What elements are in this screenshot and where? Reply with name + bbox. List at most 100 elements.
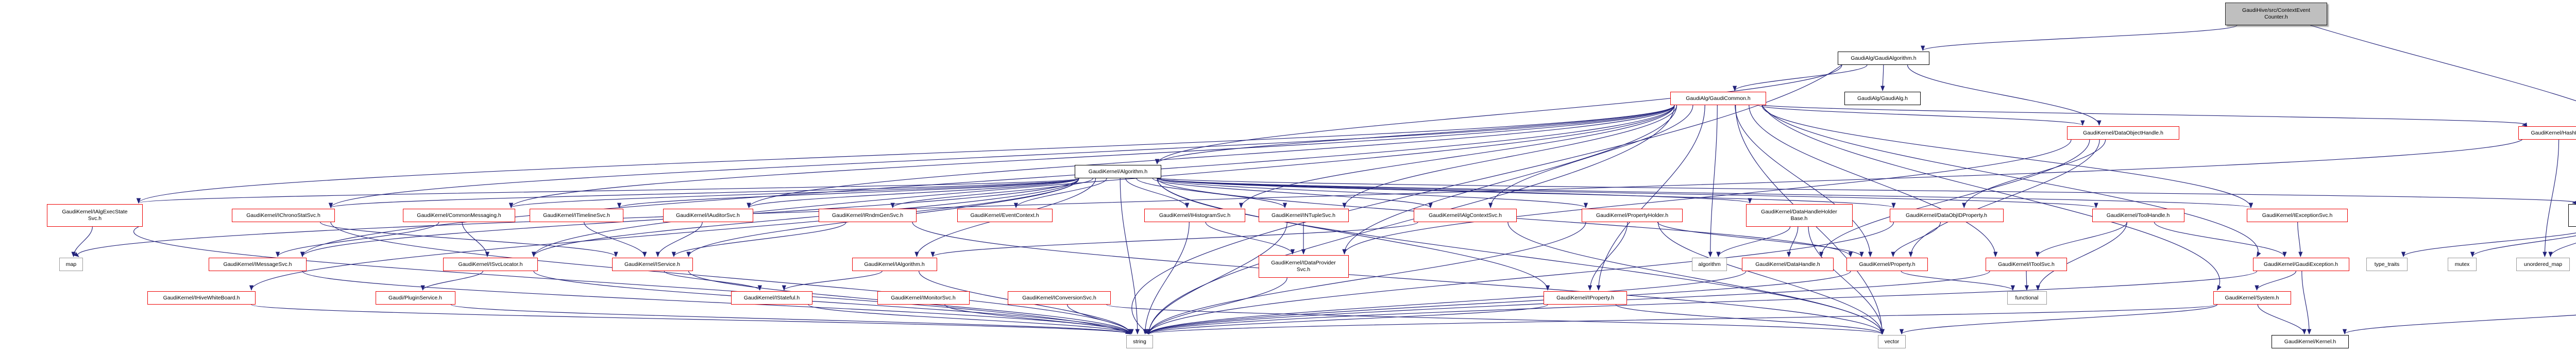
graph-node-imessagesvc[interactable]: GaudiKernel/IMessageSvc.h	[209, 258, 307, 271]
include-edge-algorithm_h-to-toolhandle	[1157, 178, 2098, 209]
graph-node-iconversionsvc[interactable]: GaudiKernel/IConversionSvc.h	[1008, 291, 1111, 305]
include-edge-datahandle-to-string	[1147, 271, 1747, 335]
include-edge-propertyholder-to-vector	[1657, 222, 1885, 335]
include-edge-gaudialgorithm-to-gaudicommon	[1733, 64, 1868, 92]
include-edge-gaudicommon-to-algorithm_h	[1155, 105, 1675, 165]
include-edge-ialgexecstatesvc-to-map	[71, 226, 93, 258]
include-edge-contextspecificptr-to-unordered_map	[2548, 243, 2576, 258]
include-edge-ichronostatsvc-to-string	[330, 222, 1132, 335]
graph-node-ialgcontextsvc[interactable]: GaudiKernel/IAlgContextSvc.h	[1414, 209, 1517, 222]
include-edge-ihistogramsvc-to-string	[1143, 222, 1190, 335]
graph-node-dataobjidproperty[interactable]: GaudiKernel/DataObjIDProperty.h	[1889, 209, 2004, 222]
graph-node-imonitorsvc[interactable]: GaudiKernel/IMonitorSvc.h	[877, 291, 970, 305]
include-edge-src-to-gaudialgorithm	[1921, 25, 2238, 52]
graph-node-eventcontext[interactable]: GaudiKernel/EventContext.h	[957, 209, 1053, 222]
graph-node-label: GaudiKernel/Property.h	[1859, 261, 1916, 267]
graph-node-iexceptionsvc[interactable]: GaudiKernel/IExceptionSvc.h	[2247, 209, 2348, 222]
graph-node-label: mutex	[2454, 261, 2470, 267]
graph-node-istateful[interactable]: GaudiKernel/IStateful.h	[731, 291, 812, 305]
graph-node-datahandle[interactable]: GaudiKernel/DataHandle.h	[1742, 258, 1834, 271]
include-edge-dataobjecthandle-to-dataobjidproperty	[1962, 139, 2106, 209]
graph-node-iproperty[interactable]: GaudiKernel/IProperty.h	[1544, 291, 1627, 305]
graph-node-dataobjecthandle[interactable]: GaudiKernel/DataObjectHandle.h	[2067, 126, 2179, 140]
graph-node-datahandleholderbase[interactable]: GaudiKernel/DataHandleHolder Base.h	[1745, 204, 1853, 227]
graph-node-gaudialgorithm[interactable]: GaudiAlg/GaudiAlgorithm.h	[1838, 52, 1929, 65]
graph-node-isvclocator[interactable]: GaudiKernel/ISvcLocator.h	[443, 258, 538, 271]
include-edge-irndmgensvc-to-vector	[912, 222, 1884, 335]
graph-node-idataprovidersvc[interactable]: GaudiKernel/IDataProvider Svc.h	[1258, 255, 1349, 278]
include-edge-iexceptionsvc-to-gaudiexception	[2297, 222, 2303, 258]
include-edge-ihivewhiteboard-to-string	[251, 304, 1132, 335]
graph-node-functional: functional	[2007, 291, 2047, 305]
include-edge-gaudicommon-to-ichronostatsvc	[329, 105, 1675, 209]
graph-node-ialgorithm[interactable]: GaudiKernel/IAlgorithm.h	[852, 258, 937, 271]
graph-node-label: Gaudi/PluginService.h	[388, 294, 442, 301]
graph-node-label: GaudiKernel/IChronoStatSvc.h	[246, 212, 320, 219]
include-edge-property-to-string	[1147, 271, 1851, 335]
graph-node-label: GaudiKernel/IToolSvc.h	[1998, 261, 2055, 267]
include-edge-istateful-to-string	[808, 304, 1132, 335]
graph-node-commonmessaging[interactable]: GaudiKernel/CommonMessaging.h	[403, 209, 515, 222]
graph-node-algorithm_h[interactable]: GaudiKernel/Algorithm.h	[1075, 165, 1161, 178]
graph-node-label: algorithm	[1698, 261, 1721, 267]
graph-node-itimelinesvc[interactable]: GaudiKernel/ITimelineSvc.h	[530, 209, 623, 222]
graph-node-gaudialg[interactable]: GaudiAlg/GaudiAlg.h	[1844, 92, 1921, 105]
graph-node-system[interactable]: GaudiKernel/System.h	[2213, 291, 2291, 305]
include-edge-itoolsvc-to-functional	[2024, 271, 2029, 291]
include-edge-dataobjecthandle-to-idataprovidersvc	[1342, 139, 2072, 255]
graph-node-gaudicommon[interactable]: GaudiAlg/GaudiCommon.h	[1670, 92, 1766, 105]
graph-node-iservice[interactable]: GaudiKernel/IService.h	[612, 258, 693, 271]
graph-node-label: GaudiKernel/IHiveWhiteBoard.h	[163, 294, 240, 301]
graph-node-gaudiexception[interactable]: GaudiKernel/GaudiException.h	[2252, 258, 2349, 271]
graph-node-kernel[interactable]: GaudiKernel/Kernel.h	[2272, 335, 2349, 348]
include-edge-gaudicommon-to-imessagesvc	[300, 105, 1675, 258]
graph-node-label: GaudiKernel/Algorithm.h	[1088, 168, 1148, 175]
graph-node-label: GaudiKernel/IDataProvider Svc.h	[1271, 260, 1336, 273]
graph-node-ichronostatsvc[interactable]: GaudiKernel/IChronoStatSvc.h	[232, 209, 335, 222]
graph-node-type_traits: type_traits	[2366, 258, 2408, 271]
include-edge-algorithm_h-to-ialgexecstatesvc	[137, 178, 1079, 204]
graph-node-label: GaudiKernel/DataObjIDProperty.h	[1906, 212, 1987, 219]
graph-node-ialgexecstatesvc[interactable]: GaudiKernel/IAlgExecState Svc.h	[47, 204, 143, 227]
graph-node-intuplesvc[interactable]: GaudiKernel/INTupleSvc.h	[1258, 209, 1349, 222]
include-edge-dataobjecthandle-to-property	[1908, 139, 2100, 258]
graph-node-src[interactable]: GaudiHive/src/ContextEvent Counter.h	[2225, 3, 2327, 25]
graph-node-label: GaudiHive/src/ContextEvent Counter.h	[2242, 7, 2310, 20]
graph-node-label: type_traits	[2374, 261, 2400, 267]
include-edge-algorithm_h-to-iexceptionsvc	[1157, 178, 2253, 209]
graph-node-ihistogramsvc[interactable]: GaudiKernel/IHistogramSvc.h	[1144, 209, 1245, 222]
graph-node-toolhandle[interactable]: GaudiKernel/ToolHandle.h	[2092, 209, 2184, 222]
graph-node-property[interactable]: GaudiKernel/Property.h	[1846, 258, 1928, 271]
graph-node-ihivewhiteboard[interactable]: GaudiKernel/IHiveWhiteBoard.h	[147, 291, 256, 305]
graph-node-irndmgensvc[interactable]: GaudiKernel/IRndmGenSvc.h	[819, 209, 917, 222]
include-edge-commonmessaging-to-imessagesvc	[276, 222, 439, 258]
include-edge-algorithm_h-to-intuplesvc	[1136, 178, 1287, 209]
graph-node-label: string	[1133, 338, 1146, 345]
graph-node-hashmap[interactable]: GaudiKernel/HashMap.h	[2518, 126, 2576, 140]
graph-node-iauditorsvc[interactable]: GaudiKernel/IAuditorSvc.h	[663, 209, 753, 222]
graph-node-label: GaudiKernel/IAlgContextSvc.h	[1429, 212, 1502, 219]
graph-node-itoolsvc[interactable]: GaudiKernel/IToolSvc.h	[1986, 258, 2067, 271]
include-edge-gaudicommon-to-gaudiexception	[1761, 105, 2261, 257]
graph-node-label: vector	[1884, 338, 1900, 345]
graph-node-contextspecificptr[interactable]: GaudiKernel/ContextSpecific Ptr.h	[2568, 204, 2576, 227]
include-edge-dataobjidproperty-to-string	[1147, 222, 1894, 335]
include-edge-propertyholder-to-string	[1146, 222, 1586, 335]
include-edge-algorithm_h-to-ialgcontextsvc	[1152, 178, 1433, 209]
graph-node-label: GaudiKernel/DataObjectHandle.h	[2083, 129, 2163, 136]
include-edge-gaudiexception-to-string	[1147, 271, 2258, 335]
include-edge-algorithm_h-to-iauditorsvc	[747, 178, 1079, 209]
include-edge-algorithm_h-to-ihistogramsvc	[1125, 178, 1190, 209]
graph-node-label: GaudiKernel/System.h	[2225, 294, 2279, 301]
graph-node-propertyholder[interactable]: GaudiKernel/PropertyHolder.h	[1582, 209, 1683, 222]
include-edge-gaudicommon-to-std_algorithm	[1708, 105, 1718, 258]
graph-node-label: GaudiKernel/DataHandle.h	[1755, 261, 1820, 267]
include-edge-ichronostatsvc-to-iservice	[320, 222, 618, 258]
include-edge-gaudialgorithm-to-gaudialg	[1880, 64, 1885, 92]
graph-node-string: string	[1126, 335, 1153, 348]
include-edge-algorithm_h-to-contextspecificptr	[1157, 178, 2576, 205]
graph-node-label: map	[65, 261, 77, 267]
graph-node-pluginservice[interactable]: Gaudi/PluginService.h	[375, 291, 455, 305]
include-edge-gaudicommon-to-intuplesvc	[1342, 105, 1677, 209]
graph-node-label: unordered_map	[2523, 261, 2563, 267]
